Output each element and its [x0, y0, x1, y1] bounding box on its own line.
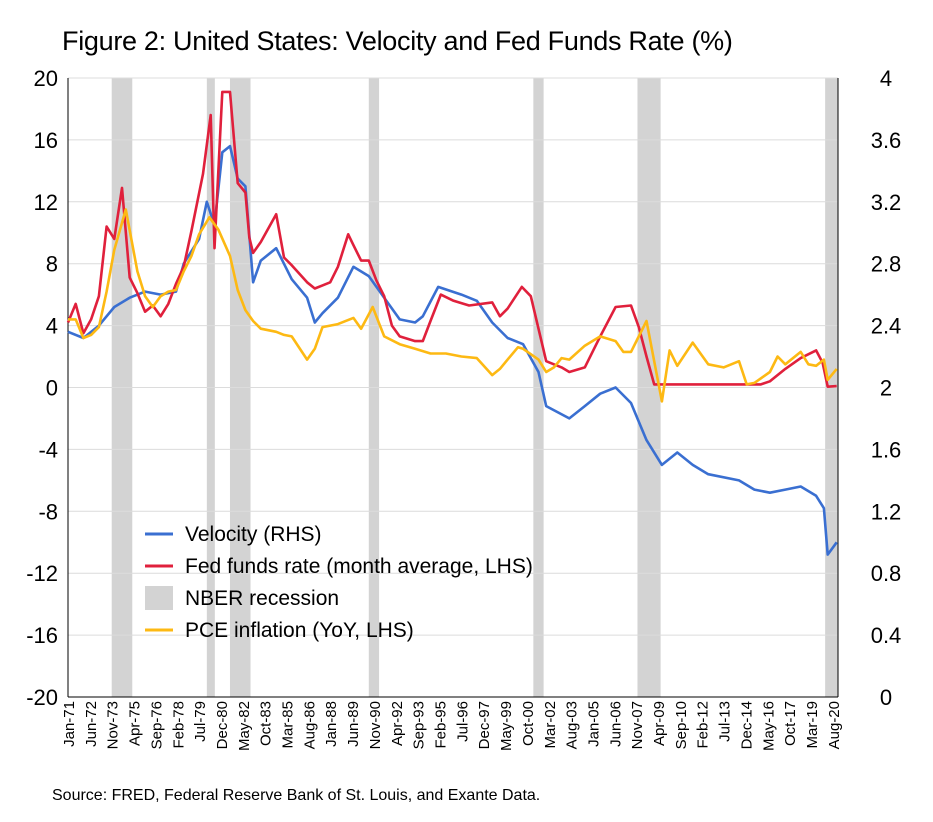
x-tick-label: Dec-97	[476, 701, 493, 749]
source-note: Source: FRED, Federal Reserve Bank of St…	[52, 787, 541, 804]
x-tick-label: Dec-14	[738, 701, 755, 749]
x-tick-label: Sep-76	[148, 701, 165, 749]
x-tick-label: Jun-89	[345, 701, 362, 747]
series-line-velocity	[67, 144, 838, 556]
x-tick-label: Jun-06	[607, 701, 624, 747]
y-right-tick-label: 2.8	[871, 252, 902, 277]
x-tick-label: Oct-83	[258, 701, 275, 746]
y-left-tick-label: -16	[26, 623, 58, 648]
x-tick-label: Nov-73	[105, 701, 122, 749]
x-tick-label: Sep-10	[673, 701, 690, 749]
x-tick-label: Apr-75	[127, 701, 144, 746]
legend-label: NBER recession	[185, 587, 339, 610]
legend-label: PCE inflation (YoY, LHS)	[185, 619, 414, 642]
x-tick-label: Dec-80	[214, 701, 231, 749]
y-left-tick-label: 20	[34, 66, 58, 91]
y-left-tick-label: 4	[46, 314, 58, 339]
x-tick-label: Jul-79	[192, 701, 209, 742]
x-tick-label: May-16	[760, 701, 777, 751]
y-left-tick-label: -20	[26, 685, 58, 710]
x-tick-label: May-99	[498, 701, 515, 751]
x-tick-label: Nov-07	[629, 701, 646, 749]
y-right-tick-label: 2.4	[871, 314, 902, 339]
x-tick-label: Mar-19	[804, 701, 821, 749]
y-right-tick-label: 0.4	[871, 623, 902, 648]
y-left-tick-label: 8	[46, 252, 58, 277]
series-line-fed-funds	[66, 90, 837, 388]
x-tick-label: Apr-09	[651, 701, 668, 746]
series-line-pce	[68, 208, 838, 403]
y-left-tick-label: -4	[38, 437, 58, 462]
x-tick-label: Apr-92	[389, 701, 406, 746]
y-left-tick-label: -8	[38, 499, 58, 524]
y-right-tick-label: 1.6	[871, 437, 902, 462]
y-right-tick-label: 3.2	[871, 190, 902, 215]
x-tick-label: Oct-17	[782, 701, 799, 746]
x-tick-label: May-82	[236, 701, 253, 751]
x-tick-label: Feb-78	[170, 701, 187, 749]
y-left-tick-label: 0	[46, 376, 58, 401]
x-tick-label: Jun-72	[83, 701, 100, 747]
x-tick-label: Aug-03	[564, 701, 581, 749]
y-right-tick-label: 3.6	[871, 128, 902, 153]
y-right-tick-label: 1.2	[871, 499, 902, 524]
y-left-tick-label: 12	[34, 190, 58, 215]
x-tick-label: Mar-85	[280, 701, 297, 749]
chart-title: Figure 2: United States: Velocity and Fe…	[62, 26, 733, 56]
x-tick-label: Aug-20	[826, 701, 843, 749]
x-tick-label: Oct-00	[520, 701, 537, 746]
legend-swatch	[145, 586, 173, 610]
x-tick-label: Aug-86	[301, 701, 318, 749]
x-tick-label: Jan-05	[585, 701, 602, 747]
x-tick-label: Feb-95	[433, 701, 450, 749]
y-right-tick-label: 0.8	[871, 561, 902, 586]
x-tick-label: Jul-13	[717, 701, 734, 742]
x-tick-label: Jul-96	[454, 701, 471, 742]
y-left-tick-label: -12	[26, 561, 58, 586]
x-tick-label: Nov-90	[367, 701, 384, 749]
y-right-tick-label: 4	[880, 66, 892, 91]
x-tick-label: Mar-02	[542, 701, 559, 749]
y-right-tick-label: 2	[880, 376, 892, 401]
x-tick-label: Sep-93	[411, 701, 428, 749]
legend-label: Fed funds rate (month average, LHS)	[185, 555, 533, 578]
y-left-tick-label: 16	[34, 128, 58, 153]
legend-label: Velocity (RHS)	[185, 523, 322, 546]
x-tick-label: Jan-88	[323, 701, 340, 747]
x-tick-label: Feb-12	[695, 701, 712, 749]
y-right-tick-label: 0	[880, 685, 892, 710]
x-tick-label: Jan-71	[61, 701, 78, 747]
